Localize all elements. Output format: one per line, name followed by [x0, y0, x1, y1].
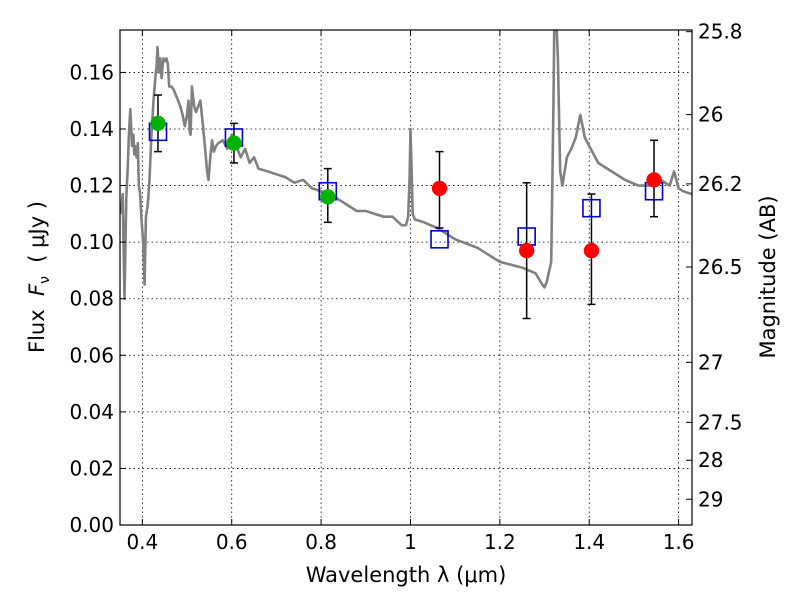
x-axis-title: Wavelength λ (μm)	[306, 563, 507, 587]
y2-tick-label: 25.8	[698, 20, 743, 44]
x-tick-label: 1	[404, 530, 417, 554]
y-tick-label: 0.06	[69, 343, 114, 367]
y-tick-label: 0.14	[69, 117, 114, 141]
y2-tick-label: 26	[698, 103, 723, 127]
y-tick-label: 0.10	[69, 230, 114, 254]
x-tick-label: 0.4	[126, 530, 158, 554]
y-tick-label: 0.00	[69, 513, 114, 537]
x-tick-label: 1.6	[663, 530, 695, 554]
x-tick-label: 1.2	[484, 530, 516, 554]
y2-tick-label: 28	[698, 448, 723, 472]
y2-tick-label: 26.5	[698, 255, 743, 279]
y-tick-label: 0.12	[69, 174, 114, 198]
x-tick-label: 0.8	[305, 530, 337, 554]
y2-tick-label: 27.5	[698, 410, 743, 434]
series-lines	[120, 30, 692, 301]
y-tick-label: 0.04	[69, 400, 114, 424]
tick-labels: 0.4 0.6 0.8 1 1.2 1.4 1.6 0.00 0.02 0.04 0.06 0.08 0…	[69, 20, 742, 554]
observed-point	[150, 115, 166, 132]
y-tick-label: 0.16	[69, 60, 114, 84]
y-tick-label: 0.08	[69, 287, 114, 311]
y2-tick-label: 29	[698, 487, 723, 511]
observed-point	[583, 242, 600, 259]
plot-frame	[119, 29, 693, 526]
model-square-point	[582, 198, 601, 218]
observed-point	[226, 135, 242, 151]
sed-line	[120, 30, 692, 301]
y2-tick-label: 26.2	[698, 172, 743, 196]
axis-ticks	[120, 30, 692, 526]
y-axis-title-suffix: ( μJy )	[25, 201, 49, 276]
data-markers	[148, 115, 664, 259]
y2-tick-label: 27	[698, 350, 723, 374]
observed-point	[518, 242, 535, 259]
grid	[120, 30, 692, 526]
model-square-point	[430, 230, 449, 249]
x-tick-label: 0.6	[216, 530, 248, 554]
y-tick-label: 0.02	[69, 456, 114, 480]
observed-point	[431, 180, 448, 197]
y-axis-title-symbol: F	[25, 283, 49, 296]
observed-point	[646, 172, 662, 188]
y2-axis-title: Magnitude (AB)	[756, 195, 780, 358]
x-tick-label: 1.4	[573, 530, 605, 554]
y-axis-title-subscript: ν	[37, 276, 53, 284]
y-axis-title-prefix: Flux	[25, 296, 49, 353]
y-axis-title: Flux Fν ( μJy )	[25, 201, 53, 353]
observed-point	[320, 189, 336, 205]
